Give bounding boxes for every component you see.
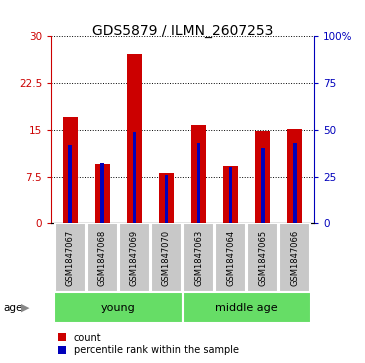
Bar: [95, 164, 110, 223]
Text: middle age: middle age: [215, 303, 278, 313]
Bar: [288, 129, 302, 223]
Bar: [255, 131, 270, 223]
Bar: [223, 166, 238, 223]
Bar: [127, 54, 142, 223]
Text: GSM1847070: GSM1847070: [162, 230, 171, 286]
Bar: [247, 223, 278, 292]
Text: ▶: ▶: [20, 303, 29, 313]
Text: GSM1847068: GSM1847068: [98, 230, 107, 286]
Bar: [197, 143, 200, 223]
Bar: [151, 223, 182, 292]
Bar: [132, 132, 137, 223]
Bar: [165, 175, 168, 223]
Bar: [54, 292, 182, 323]
Text: GDS5879 / ILMN_2607253: GDS5879 / ILMN_2607253: [92, 24, 273, 38]
Text: young: young: [101, 303, 136, 313]
Bar: [215, 223, 246, 292]
Bar: [159, 174, 174, 223]
Bar: [68, 145, 72, 223]
Bar: [293, 143, 297, 223]
Bar: [119, 223, 150, 292]
Bar: [279, 223, 310, 292]
Text: age: age: [4, 303, 23, 313]
Bar: [55, 223, 86, 292]
Bar: [183, 223, 214, 292]
Bar: [261, 148, 265, 223]
Bar: [228, 167, 233, 223]
Bar: [191, 125, 206, 223]
Text: GSM1847065: GSM1847065: [258, 230, 267, 286]
Bar: [63, 117, 77, 223]
Bar: [87, 223, 118, 292]
Legend: count, percentile rank within the sample: count, percentile rank within the sample: [57, 331, 240, 356]
Text: GSM1847069: GSM1847069: [130, 230, 139, 286]
Bar: [100, 163, 104, 223]
Text: GSM1847063: GSM1847063: [194, 230, 203, 286]
Text: GSM1847067: GSM1847067: [66, 230, 75, 286]
Bar: [182, 292, 311, 323]
Text: GSM1847066: GSM1847066: [290, 230, 299, 286]
Text: GSM1847064: GSM1847064: [226, 230, 235, 286]
